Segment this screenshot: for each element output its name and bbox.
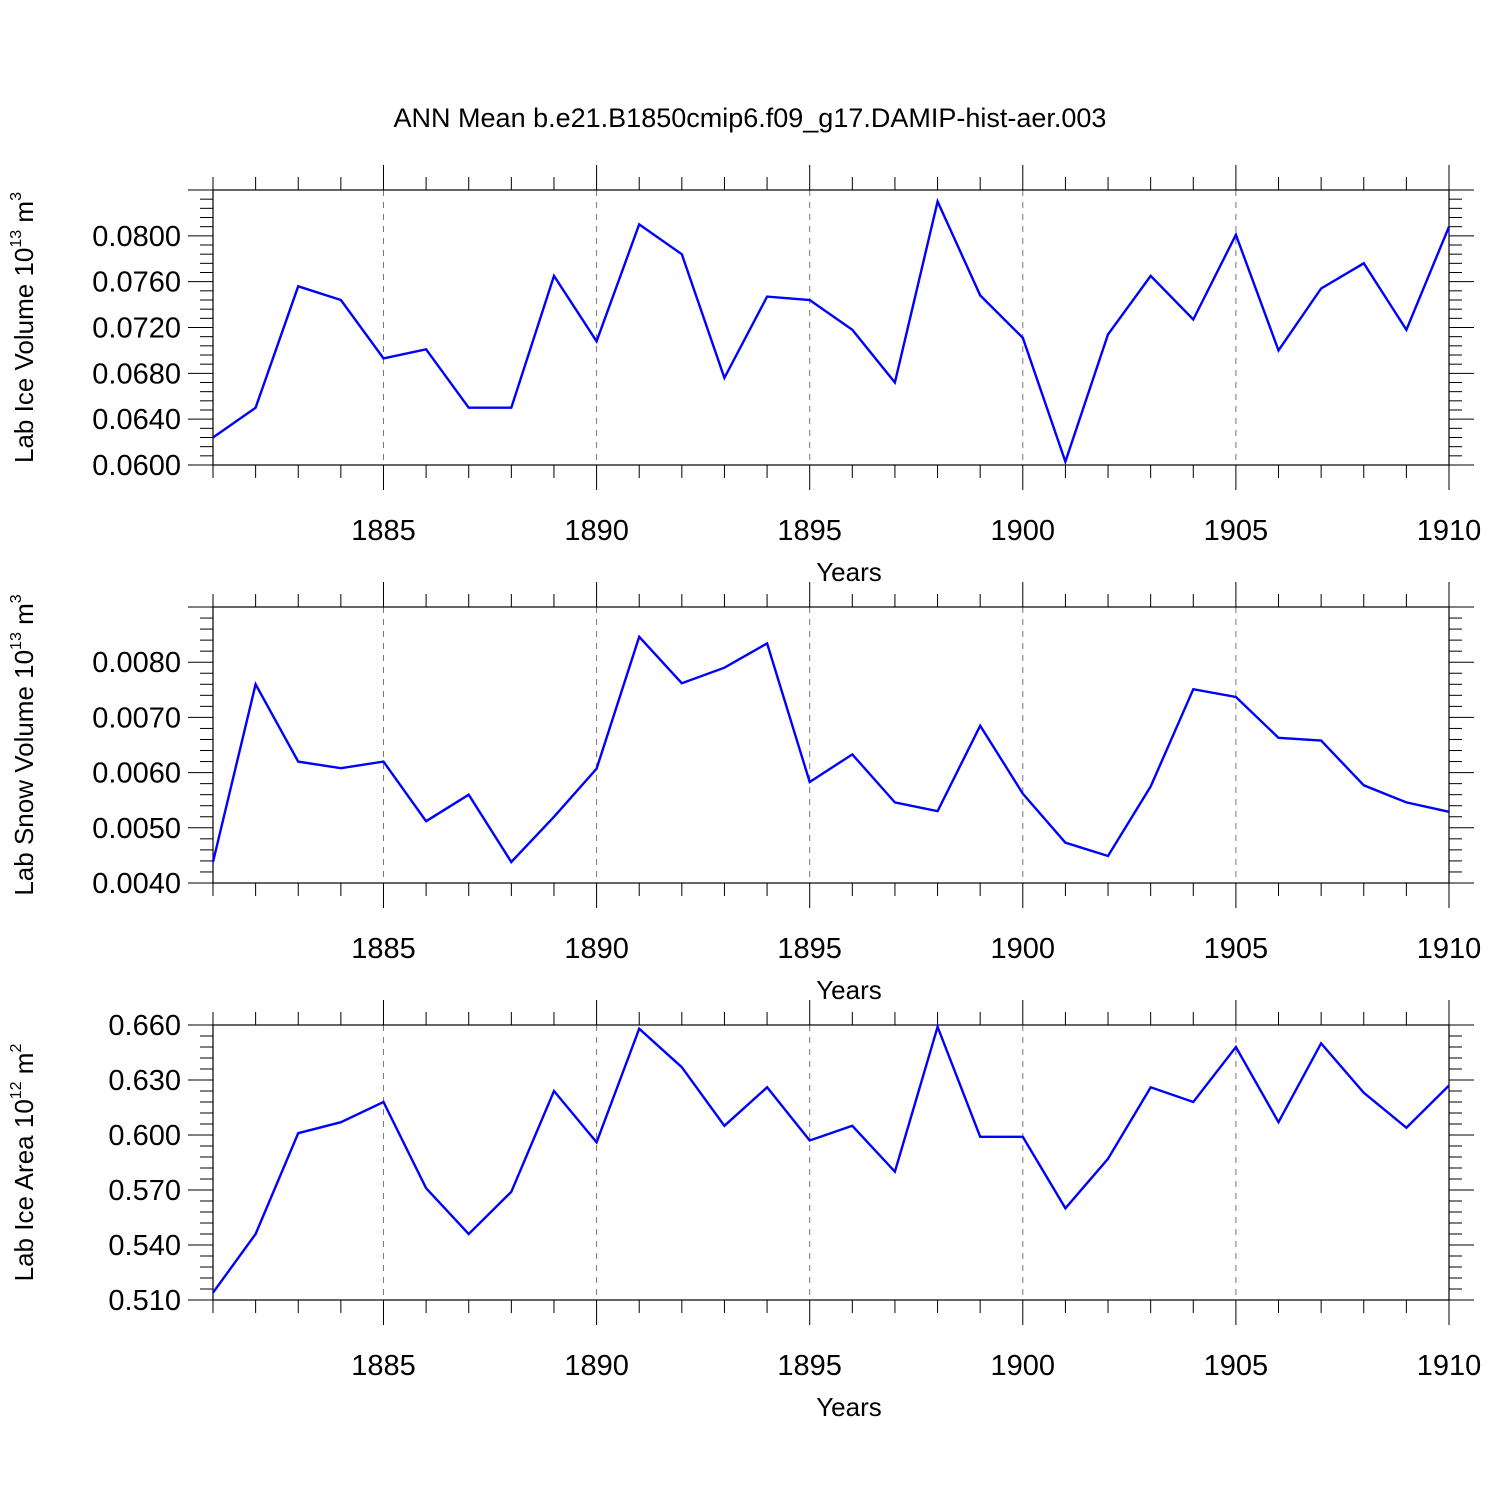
panel-3-y-tick-label-1: 0.540 xyxy=(108,1230,181,1262)
panel-1-x-tick-label-1895: 1895 xyxy=(777,515,842,547)
panel-3-y-axis-label-unit-exponent: 2 xyxy=(8,1044,25,1053)
panel-3-x-tick-label-1885: 1885 xyxy=(351,1350,416,1382)
panel-1-y-tick-label-5: 0.0800 xyxy=(92,221,181,253)
figure-title: ANN Mean b.e21.B1850cmip6.f09_g17.DAMIP-… xyxy=(394,103,1107,133)
panel-1-y-tick-label-4: 0.0760 xyxy=(92,267,181,299)
panels: 0.0600 0.0640 0.0680 0.0720 0.0760 0.0800 1885… xyxy=(8,165,1481,1422)
panel-2-x-tick-label-1885: 1885 xyxy=(351,933,416,965)
panel-3-y-axis-label: Lab Ice Area 1012 m2 xyxy=(8,1044,39,1282)
panel-2-y-tick-label-4: 0.0080 xyxy=(92,647,181,679)
panel-1-x-tick-label-1885: 1885 xyxy=(351,515,416,547)
panel-3-x-tick-label-1890: 1890 xyxy=(564,1350,629,1382)
panel-2-x-tick-label-1900: 1900 xyxy=(991,933,1056,965)
panel-2-x-axis-label: Years xyxy=(816,975,882,1005)
panel-3-y-axis-label-text: Lab Ice Area 10 xyxy=(9,1099,39,1281)
panel-3-x-tick-label-1895: 1895 xyxy=(777,1350,842,1382)
panel-1-y-axis-label-unit-exponent: 3 xyxy=(8,192,25,201)
panel-2-y-axis-label: Lab Snow Volume 1013 m3 xyxy=(8,594,39,895)
panel-2-series-line xyxy=(211,634,1450,864)
panel-1-x-tick-label-1910: 1910 xyxy=(1417,515,1482,547)
panel-3-y-tick-label-0: 0.510 xyxy=(108,1285,181,1317)
panel-3-y-axis-label-exponent: 12 xyxy=(8,1081,25,1099)
panel-1-x-tick-label-1890: 1890 xyxy=(564,515,629,547)
panel-1-y-tick-label-1: 0.0640 xyxy=(92,404,181,436)
panel-1-y-axis-label-unit: m xyxy=(9,201,39,230)
panel-1-x-tick-label-1900: 1900 xyxy=(991,515,1056,547)
panel-2-y-axis-label-text: Lab Snow Volume 10 xyxy=(9,650,39,896)
panel-2-y-axis-label-exponent: 13 xyxy=(8,632,25,650)
panel-2-x-tick-label-1910: 1910 xyxy=(1417,933,1482,965)
panel-3-x-tick-label-1910: 1910 xyxy=(1417,1350,1482,1382)
panel-3-x-tick-label-1905: 1905 xyxy=(1204,1350,1269,1382)
panel-2-y-tick-label-1: 0.0050 xyxy=(92,813,181,845)
panel-3-x-axis-label: Years xyxy=(816,1392,882,1422)
panel-2-y-tick-label-0: 0.0040 xyxy=(92,868,181,900)
panel-2-plot-frame xyxy=(212,606,1450,884)
panel-1: 0.0600 0.0640 0.0680 0.0720 0.0760 0.0800 1885… xyxy=(8,165,1481,587)
panel-2: 0.0040 0.0050 0.0060 0.0070 0.0080 1885 1890 18… xyxy=(8,582,1481,1005)
panel-1-y-axis-label-text: Lab Ice Volume 10 xyxy=(9,248,39,463)
panel-3-plot-frame xyxy=(212,1024,1450,1301)
panel-3-y-tick-label-3: 0.600 xyxy=(108,1120,181,1152)
panel-3-y-tick-label-2: 0.570 xyxy=(108,1175,181,1207)
panel-3-y-tick-label-4: 0.630 xyxy=(108,1065,181,1097)
panel-2-y-axis-label-unit-exponent: 3 xyxy=(8,594,25,603)
panel-1-plot-frame xyxy=(212,189,1450,466)
panel-2-y-axis-label-unit: m xyxy=(9,603,39,632)
panel-3: 0.510 0.540 0.570 0.600 0.630 0.660 1885 1890 18… xyxy=(8,1000,1481,1422)
panel-1-y-tick-label-3: 0.0720 xyxy=(92,313,181,345)
panel-2-x-tick-label-1890: 1890 xyxy=(564,933,629,965)
panel-1-x-axis-label: Years xyxy=(816,557,882,587)
panel-2-y-tick-label-3: 0.0070 xyxy=(92,702,181,734)
panel-3-x-tick-label-1900: 1900 xyxy=(991,1350,1056,1382)
panel-3-y-axis-label-unit: m xyxy=(9,1053,39,1082)
panel-1-y-axis-label: Lab Ice Volume 1013 m3 xyxy=(8,192,39,463)
panel-3-y-tick-label-5: 0.660 xyxy=(108,1010,181,1042)
panel-2-y-tick-label-2: 0.0060 xyxy=(92,758,181,790)
panel-1-y-tick-label-2: 0.0680 xyxy=(92,358,181,390)
panel-2-x-tick-label-1895: 1895 xyxy=(777,933,842,965)
panel-1-series-line xyxy=(212,197,1451,466)
panel-2-x-tick-label-1905: 1905 xyxy=(1204,933,1269,965)
panel-1-y-axis-label-exponent: 13 xyxy=(8,230,25,248)
panel-1-x-tick-label-1905: 1905 xyxy=(1204,515,1269,547)
panel-3-series-line xyxy=(212,1023,1450,1294)
panel-1-y-tick-label-0: 0.0600 xyxy=(92,450,181,482)
